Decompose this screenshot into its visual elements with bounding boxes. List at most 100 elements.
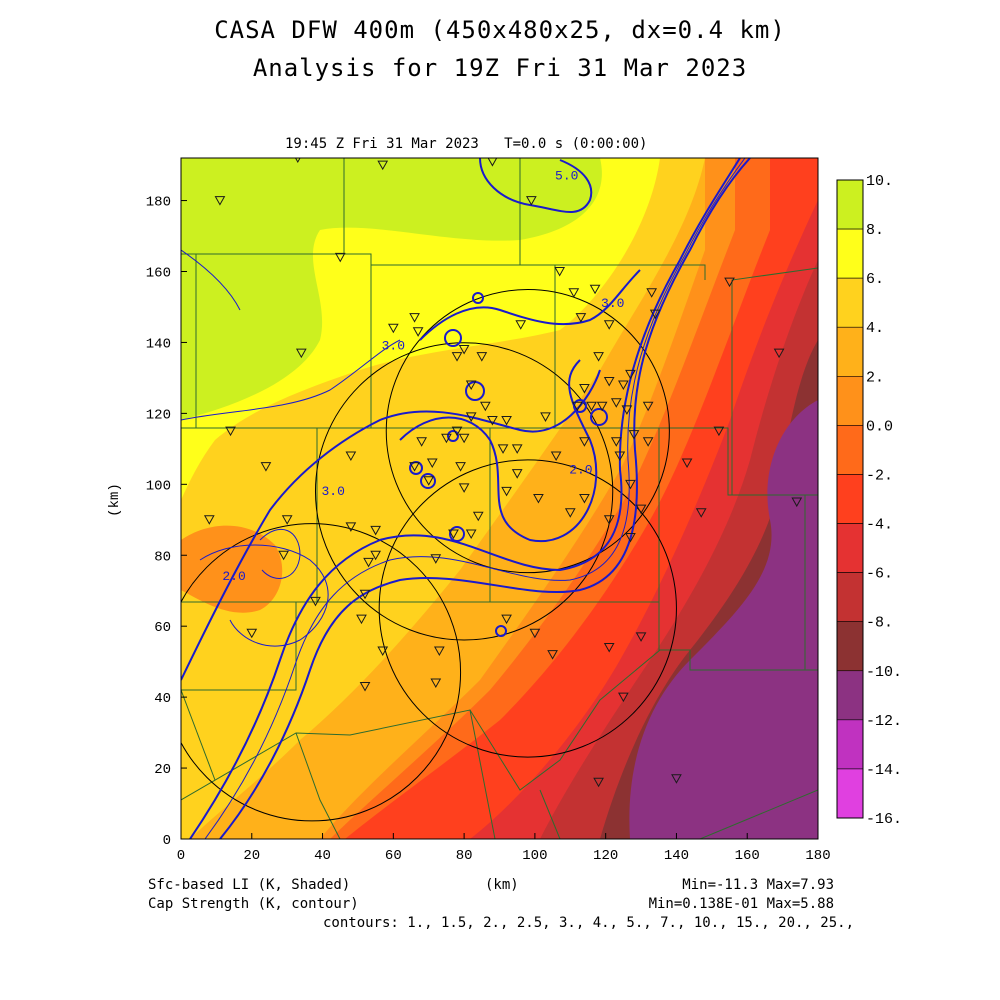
station-marker bbox=[550, 451, 562, 461]
station-marker bbox=[472, 511, 484, 522]
colorbar-swatch bbox=[836, 277, 864, 328]
station-marker bbox=[465, 380, 477, 391]
station-marker bbox=[621, 405, 633, 415]
colorbar-swatch bbox=[836, 425, 864, 475]
contour-line bbox=[181, 339, 401, 421]
colorbar-swatch bbox=[836, 179, 864, 230]
station-marker bbox=[409, 462, 420, 472]
station-marker bbox=[671, 774, 682, 784]
station-marker bbox=[593, 352, 604, 362]
station-marker bbox=[713, 426, 725, 437]
contour-labels: 3.0 3.0 3.0 2.0 2.0 5.0 bbox=[222, 168, 624, 584]
contour-line bbox=[219, 158, 751, 839]
station-marker bbox=[603, 320, 615, 330]
y-tick-label: 60 bbox=[154, 620, 171, 636]
station-marker bbox=[430, 678, 442, 688]
contour-closed bbox=[573, 399, 587, 413]
x-tick-label: 160 bbox=[735, 848, 760, 864]
contour-line bbox=[189, 158, 741, 839]
contour-label: 2.0 bbox=[222, 569, 245, 584]
station-marker bbox=[377, 646, 389, 657]
station-marker bbox=[370, 550, 381, 561]
station-marker bbox=[554, 267, 566, 277]
li-region bbox=[181, 525, 283, 613]
contour-label: 3.0 bbox=[382, 339, 405, 354]
station-marker bbox=[356, 614, 367, 625]
station-marker bbox=[589, 284, 601, 295]
station-marker bbox=[465, 412, 477, 422]
colorbar-swatch bbox=[836, 572, 864, 622]
colorbar-label: -16. bbox=[866, 811, 902, 828]
station-marker bbox=[540, 412, 551, 422]
contour-closed bbox=[590, 408, 608, 426]
station-marker bbox=[310, 596, 321, 607]
y-tick-label: 80 bbox=[154, 549, 171, 565]
y-tick-label: 120 bbox=[146, 407, 171, 423]
station-marker bbox=[433, 646, 445, 657]
station-marker bbox=[260, 462, 272, 472]
contour-closed bbox=[449, 526, 465, 542]
shaded-variable-label: Sfc-based LI (K, Shaded) bbox=[148, 877, 351, 893]
colorbar-swatch bbox=[836, 228, 864, 279]
li-region bbox=[181, 158, 306, 400]
colorbar-swatch bbox=[836, 474, 864, 524]
colorbar-label: -14. bbox=[866, 762, 902, 779]
contour-line bbox=[399, 359, 598, 543]
station-marker bbox=[501, 486, 512, 497]
county-line bbox=[181, 602, 297, 691]
contour-minmax: Min=0.138E-01 Max=5.88 bbox=[648, 896, 834, 912]
radar-ring bbox=[378, 459, 677, 758]
county-line bbox=[731, 267, 818, 495]
station-marker bbox=[603, 642, 615, 653]
y-tick-label: 100 bbox=[146, 478, 171, 494]
station-marker bbox=[214, 196, 226, 206]
contour-line bbox=[419, 269, 641, 341]
station-marker bbox=[278, 550, 289, 561]
station-marker bbox=[635, 504, 647, 515]
shaded-minmax: Min=-11.3 Max=7.93 bbox=[682, 877, 834, 893]
station-marker bbox=[487, 158, 498, 167]
county-line bbox=[658, 602, 818, 671]
colorbar-swatch bbox=[836, 326, 864, 377]
contour-line bbox=[199, 544, 329, 647]
station-marker bbox=[529, 628, 541, 639]
x-axis: 0 20 40 60 80 100 120 140 160 180 bbox=[177, 833, 831, 864]
li-region bbox=[629, 400, 818, 839]
colorbar-label: -2. bbox=[866, 467, 893, 484]
station-marker bbox=[614, 451, 626, 461]
station-marker bbox=[501, 415, 512, 426]
colorbar-label: -12. bbox=[866, 713, 902, 730]
contour-label: 5.0 bbox=[555, 168, 578, 183]
colorbar-swatch bbox=[836, 768, 864, 819]
county-line bbox=[181, 689, 216, 781]
station-marker bbox=[426, 458, 438, 469]
colorbar-swatch bbox=[836, 719, 864, 770]
colorbar-label: -4. bbox=[866, 517, 893, 534]
station-marker bbox=[295, 348, 307, 359]
station-marker bbox=[203, 515, 215, 525]
contour-closed bbox=[409, 461, 423, 475]
y-tick-label: 180 bbox=[146, 195, 171, 211]
station-marker bbox=[501, 614, 512, 625]
x-tick-label: 140 bbox=[664, 848, 689, 864]
station-marker bbox=[575, 313, 587, 323]
station-marker bbox=[610, 398, 622, 408]
chart-title: CASA DFW 400m (450x480x25, dx=0.4 km) bbox=[214, 16, 786, 44]
county-line bbox=[699, 789, 818, 839]
radar-rings bbox=[181, 289, 677, 822]
station-marker bbox=[458, 433, 470, 444]
colorbar-frame bbox=[836, 179, 864, 819]
x-tick-label: 20 bbox=[243, 848, 260, 864]
county-line bbox=[295, 732, 341, 839]
station-marker bbox=[430, 554, 442, 564]
county-line bbox=[181, 649, 661, 801]
colorbar-label: 0.0 bbox=[866, 418, 893, 435]
plot-frame bbox=[180, 157, 819, 840]
station-marker bbox=[451, 352, 463, 362]
radar-ring bbox=[181, 523, 462, 822]
station-marker bbox=[409, 313, 420, 323]
station-marker bbox=[487, 415, 498, 426]
station-marker bbox=[593, 777, 604, 788]
station-marker bbox=[610, 437, 622, 447]
